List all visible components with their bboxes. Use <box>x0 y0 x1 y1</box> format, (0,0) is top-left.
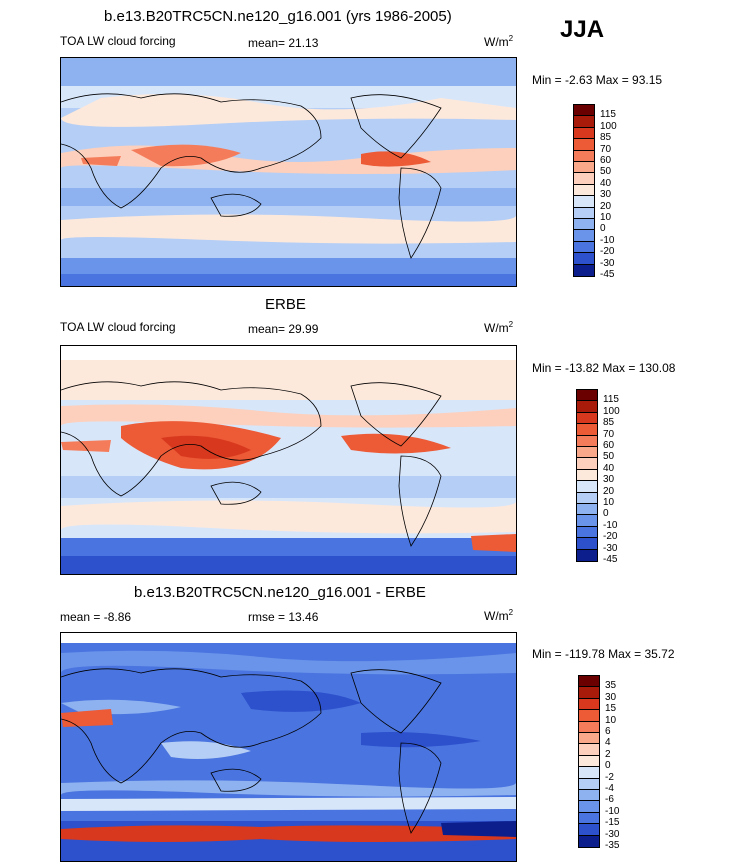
panel1-minmax: Min = -2.63 Max = 93.15 <box>532 73 663 87</box>
colorbar-label: 4 <box>605 737 611 749</box>
panel2-left-label: TOA LW cloud forcing <box>60 320 176 334</box>
colorbar-label: 20 <box>600 200 612 212</box>
colorbar-label: -35 <box>605 840 620 851</box>
colorbar-label: -45 <box>603 554 618 565</box>
panel2-units: W/m2 <box>484 320 514 335</box>
colorbar-label: 50 <box>603 451 615 463</box>
panel1-colorbar: 115 100 85 70 60 50 40 30 20 10 0 -10 -20 -30 -45 <box>573 104 633 294</box>
panel2-title: ERBE <box>265 296 306 313</box>
colorbar-label: 0 <box>603 508 609 520</box>
panel2-mean: mean= 29.99 <box>248 322 319 336</box>
colorbar-label: 0 <box>600 223 606 235</box>
colorbar-label: 70 <box>600 143 612 155</box>
colorbar-label: 10 <box>603 497 615 508</box>
colorbar-label: 85 <box>600 132 612 144</box>
colorbar-label: 70 <box>603 428 615 440</box>
colorbar-label: -30 <box>600 257 615 269</box>
panel2-map <box>60 345 517 575</box>
colorbar-label: 20 <box>603 485 615 497</box>
panel3-title: b.e13.B20TRC5CN.ne120_g16.001 - ERBE <box>134 584 426 601</box>
colorbar-label: 85 <box>603 417 615 429</box>
panel3-minmax: Min = -119.78 Max = 35.72 <box>532 647 675 661</box>
panel2-minmax: Min = -13.82 Max = 130.08 <box>532 361 676 375</box>
colorbar-label: 115 <box>603 394 619 406</box>
colorbar-label: 15 <box>605 703 617 715</box>
panel1-units: W/m2 <box>484 34 514 49</box>
colorbar-label: -10 <box>605 805 620 817</box>
colorbar-label: -15 <box>605 817 620 829</box>
panel3-map <box>60 632 517 862</box>
colorbar-label: 60 <box>600 155 612 166</box>
colorbar-label: -20 <box>600 246 615 258</box>
panel3-units: W/m2 <box>484 608 514 623</box>
colorbar-label: -10 <box>603 519 618 531</box>
colorbar-label: 35 <box>605 680 617 692</box>
season-label: JJA <box>560 16 605 43</box>
colorbar-label: 115 <box>600 109 616 121</box>
panel3-rmse: rmse = 13.46 <box>248 610 319 624</box>
colorbar-label: -45 <box>600 269 615 280</box>
colorbar-label: -30 <box>605 828 620 840</box>
colorbar-label: 10 <box>605 714 617 726</box>
colorbar-label: 40 <box>600 177 612 189</box>
colorbar-label: 0 <box>605 760 611 772</box>
colorbar-label: 2 <box>605 748 611 760</box>
panel1-mean: mean= 21.13 <box>248 36 319 50</box>
colorbar-label: -4 <box>605 783 614 794</box>
panel3-colorbar: 35 30 15 10 6 4 2 0 -2 -4 -6 -10 -15 -30 -35 <box>578 675 638 865</box>
colorbar-label: 40 <box>603 462 615 474</box>
colorbar-label: 6 <box>605 726 611 737</box>
colorbar-label: -2 <box>605 771 614 783</box>
colorbar-label: 30 <box>600 189 612 201</box>
colorbar-label: 50 <box>600 166 612 178</box>
colorbar-swatch <box>573 263 595 277</box>
panel1-map <box>60 57 517 287</box>
colorbar-swatch <box>576 548 598 562</box>
colorbar-label: -10 <box>600 234 615 246</box>
panel1-left-label: TOA LW cloud forcing <box>60 34 176 48</box>
colorbar-label: 30 <box>603 474 615 486</box>
panel3-mean: mean = -8.86 <box>60 610 132 624</box>
colorbar-label: 30 <box>605 691 617 703</box>
colorbar-label: -20 <box>603 531 618 543</box>
colorbar-label: 100 <box>603 405 620 417</box>
colorbar-label: 100 <box>600 120 617 132</box>
panel2-colorbar: 115 100 85 70 60 50 40 30 20 10 0 -10 -20 -30 -45 <box>576 389 636 579</box>
colorbar-label: 60 <box>603 440 615 451</box>
panel1-title: b.e13.B20TRC5CN.ne120_g16.001 (yrs 1986-… <box>104 8 452 25</box>
colorbar-label: 10 <box>600 212 612 223</box>
colorbar-label: -6 <box>605 794 614 806</box>
colorbar-label: -30 <box>603 542 618 554</box>
colorbar-swatch <box>578 834 600 848</box>
